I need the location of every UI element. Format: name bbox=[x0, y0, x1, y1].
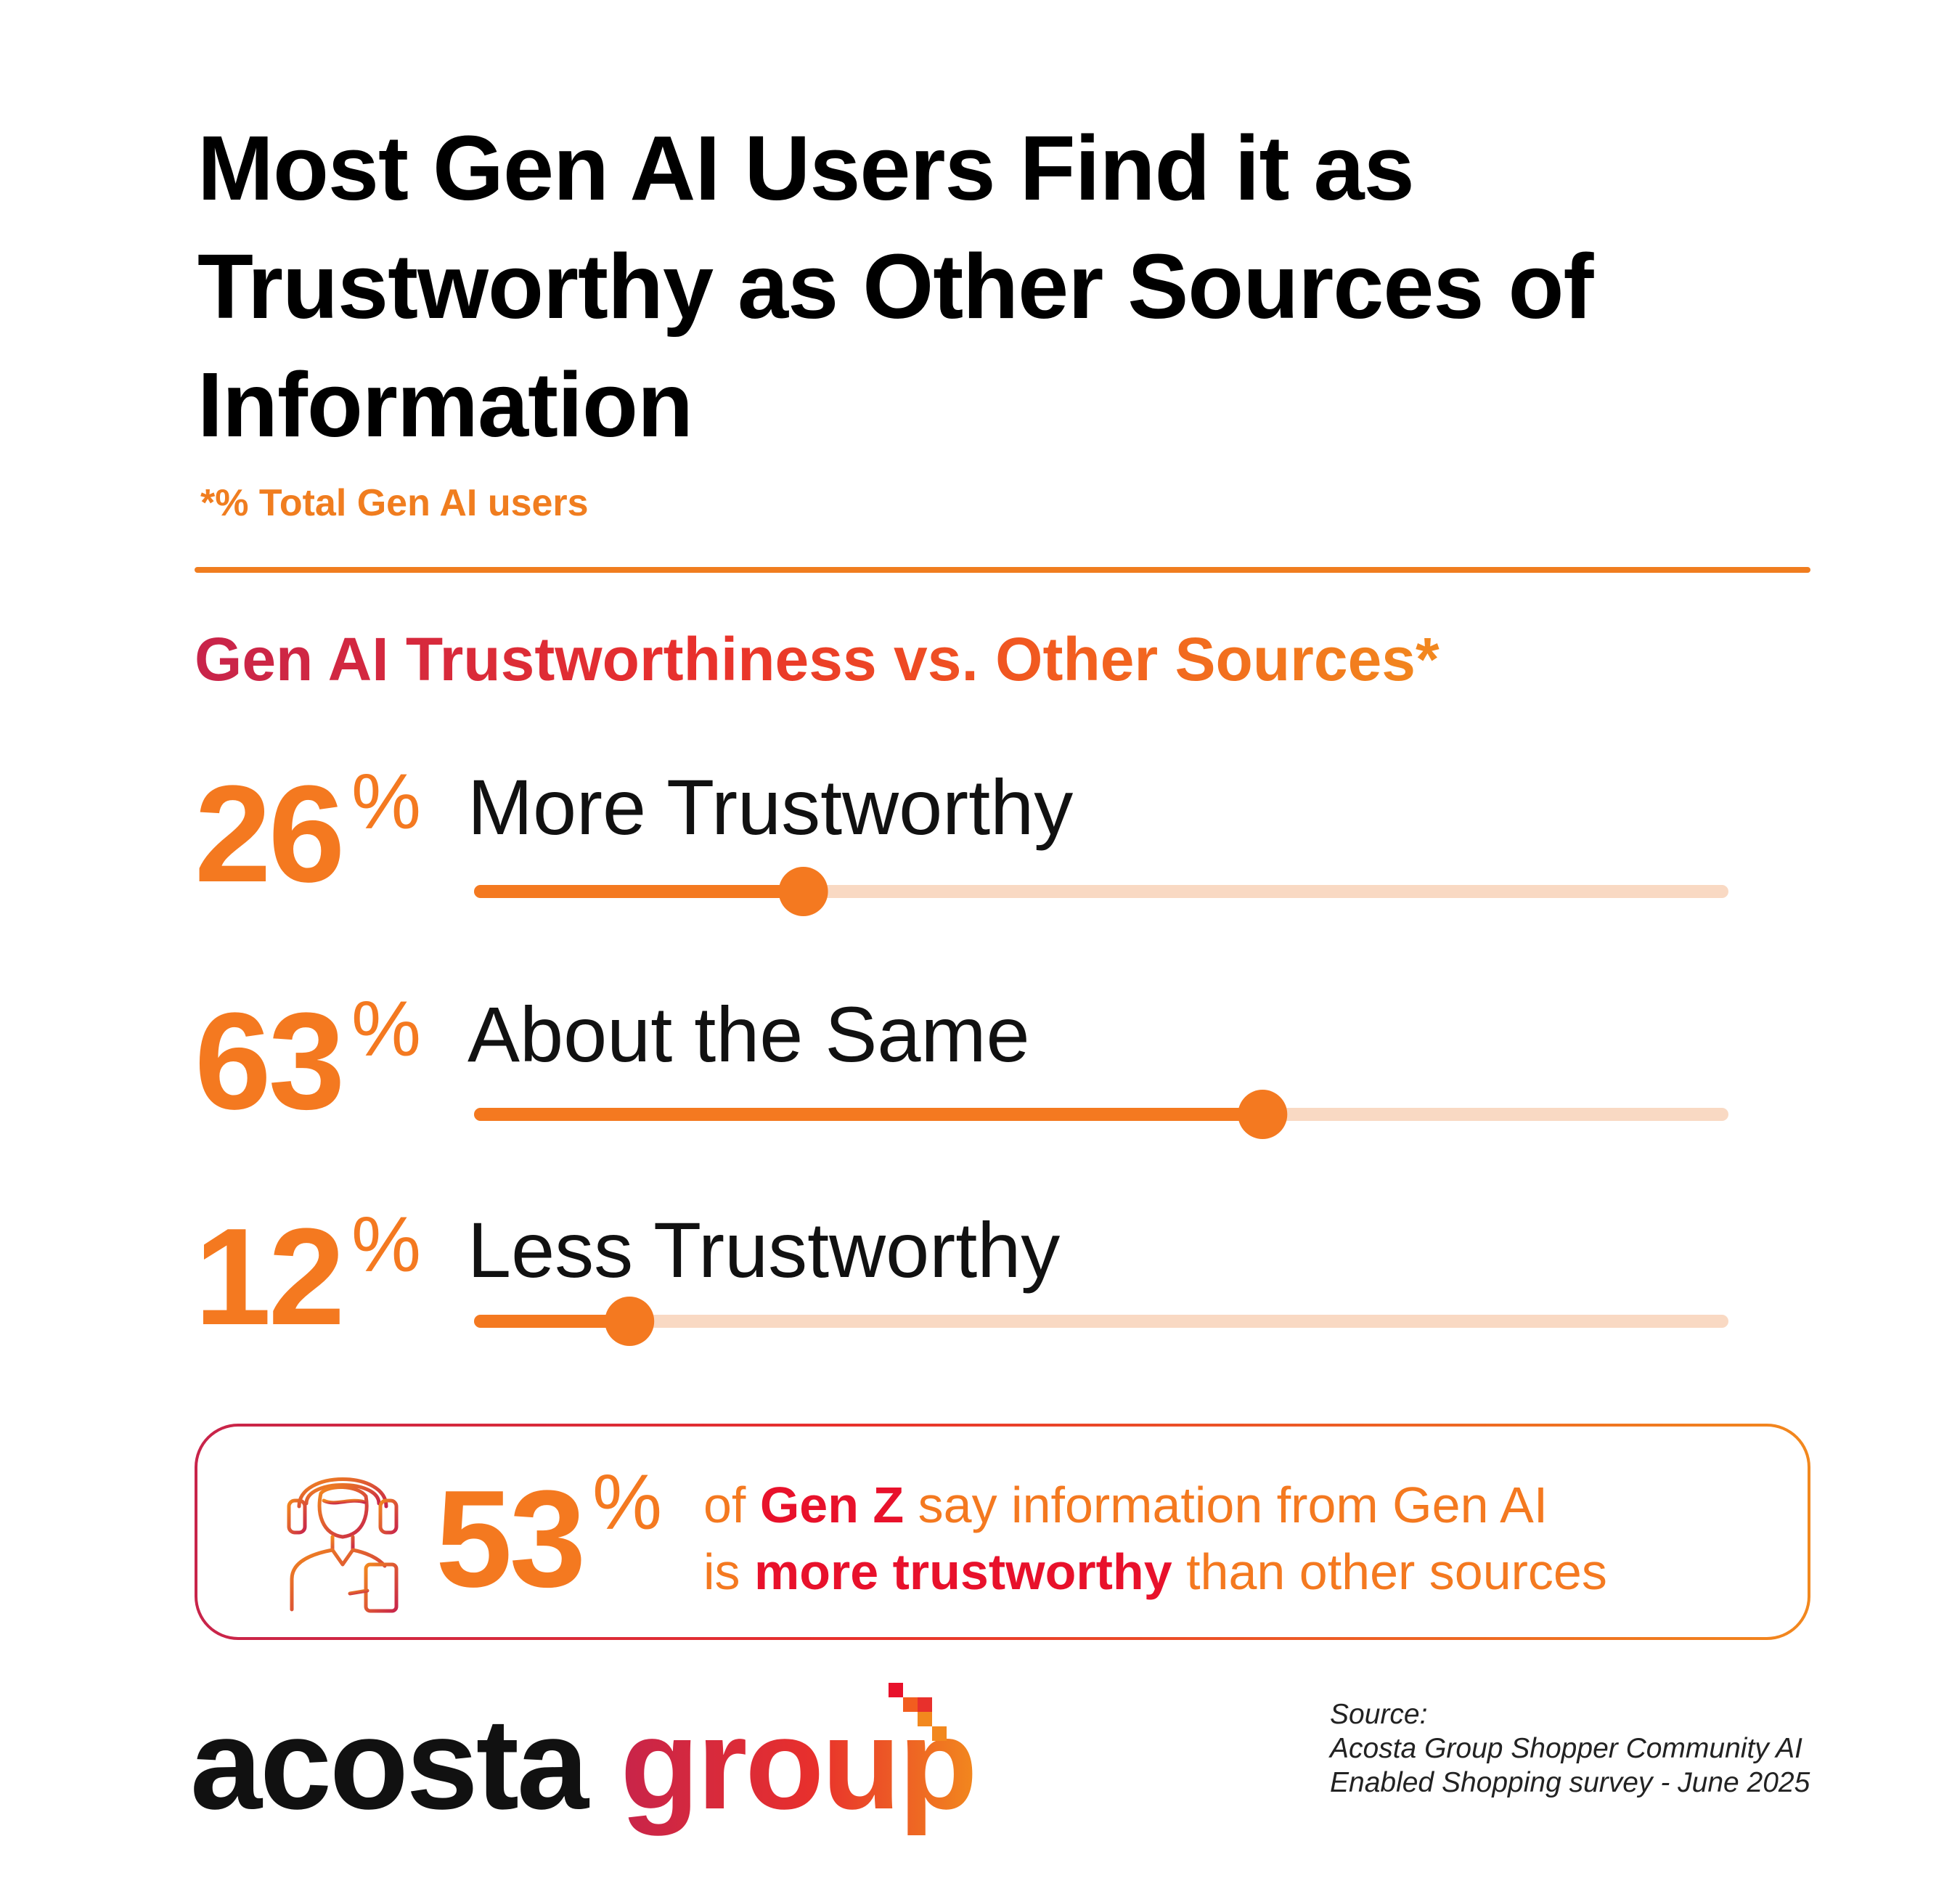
chart-row: 63 % About the Same bbox=[0, 984, 1960, 1138]
callout-value: 53 bbox=[436, 1462, 586, 1616]
logo-word-acosta: acosta bbox=[190, 1692, 589, 1836]
logo-pixel-mark-icon bbox=[889, 1683, 947, 1741]
callout-text-part: is bbox=[703, 1543, 754, 1600]
base-note: *% Total Gen AI users bbox=[200, 482, 589, 524]
percent-sign: % bbox=[351, 757, 422, 845]
source-note: Source: Acosta Group Shopper Community A… bbox=[1330, 1697, 1810, 1800]
source-line: Enabled Shopping survey - June 2025 bbox=[1330, 1767, 1810, 1798]
divider bbox=[195, 567, 1810, 573]
category-label: More Trustworthy bbox=[467, 763, 1074, 851]
callout-text-part: say information from Gen AI bbox=[904, 1477, 1548, 1533]
source-line: Acosta Group Shopper Community AI bbox=[1330, 1733, 1803, 1764]
percent-sign: % bbox=[351, 984, 422, 1072]
data-label: 12 bbox=[195, 1200, 345, 1354]
chart-title: Gen AI Trustworthiness vs. Other Sources… bbox=[195, 623, 1440, 695]
callout-line-1: of Gen Z say information from Gen AI bbox=[703, 1472, 1792, 1538]
source-label: Source: bbox=[1330, 1699, 1428, 1730]
category-label: Less Trustworthy bbox=[467, 1206, 1061, 1294]
chart-row: 26 % More Trustworthy bbox=[0, 757, 1960, 911]
callout-line-2: is more trustworthy than other sources bbox=[703, 1538, 1792, 1605]
callout-emphasis: Gen Z bbox=[759, 1477, 905, 1533]
category-label: About the Same bbox=[467, 990, 1030, 1078]
data-label: 63 bbox=[195, 984, 345, 1138]
chart-row: 12 % Less Trustworthy bbox=[0, 1200, 1960, 1354]
page-title: Most Gen AI Users Find it as Trustworthy… bbox=[197, 117, 1593, 456]
headphones-person-phone-icon bbox=[287, 1477, 399, 1613]
callout-text-part: than other sources bbox=[1172, 1543, 1607, 1600]
callout-text: of Gen Z say information from Gen AI is … bbox=[703, 1472, 1792, 1605]
gen-z-callout: 53 % of Gen Z say information from Gen A… bbox=[195, 1424, 1810, 1640]
percent-sign: % bbox=[351, 1200, 422, 1288]
data-label: 26 bbox=[195, 757, 345, 911]
acosta-group-logo: acosta group bbox=[190, 1692, 978, 1837]
percent-sign: % bbox=[592, 1458, 663, 1546]
callout-emphasis: more trustworthy bbox=[754, 1543, 1172, 1600]
callout-text-part: of bbox=[703, 1477, 760, 1533]
